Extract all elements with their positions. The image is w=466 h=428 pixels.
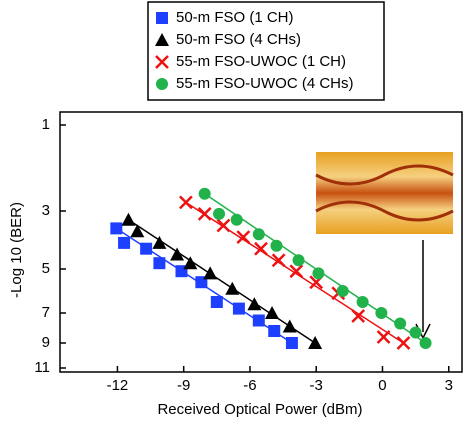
point [233,303,245,315]
point [140,243,152,255]
point [253,315,265,327]
y-tick-label: 1 [42,116,50,133]
point [357,296,369,308]
point [110,222,122,234]
y-tick-label: 3 [42,202,50,219]
point [265,306,279,319]
x-tick-label: 0 [378,377,386,394]
point [375,307,387,319]
point [394,318,406,330]
x-axis-label: Received Optical Power (dBm) [157,401,362,418]
legend-marker [156,78,168,90]
point [253,228,265,240]
legend-label: 50-m FSO (1 CH) [176,9,294,26]
x-tick-label: 3 [445,377,453,394]
y-axis-label: -Log 10 (BER) [8,202,25,298]
point [378,331,390,343]
point [420,337,432,349]
point [217,220,229,232]
point [199,188,211,200]
point [283,320,297,333]
point [268,325,280,337]
point [308,336,322,349]
x-tick-label: -9 [177,377,190,394]
x-tick-label: -6 [243,377,256,394]
y-tick-label: 5 [42,260,50,277]
y-tick-label: 11 [34,359,50,376]
point [312,267,324,279]
point [153,257,165,269]
point [211,296,223,308]
point [225,282,239,295]
x-tick-label: -12 [107,377,129,394]
legend-label: 55-m FSO-UWOC (1 CH) [176,53,346,70]
point [130,224,144,237]
point [199,208,211,220]
point [410,327,422,339]
point [293,254,305,266]
chart: -Log 10 (BER) Received Optical Power (dB… [0,0,466,428]
point [180,196,192,208]
legend-label: 55-m FSO-UWOC (4 CHs) [176,75,354,92]
point [337,285,349,297]
y-tick-label: 9 [42,334,50,351]
eye-diagram [316,152,453,234]
point [286,337,298,349]
point [397,337,409,349]
point [118,237,130,249]
point [152,236,166,249]
legend-label: 50-m FSO (4 CHs) [176,31,301,48]
point [203,266,217,279]
y-tick-label: 7 [42,304,50,321]
point [231,214,243,226]
point [213,208,225,220]
x-tick-label: -3 [310,377,323,394]
legend-marker [156,12,168,24]
point [270,240,282,252]
point [121,213,135,226]
